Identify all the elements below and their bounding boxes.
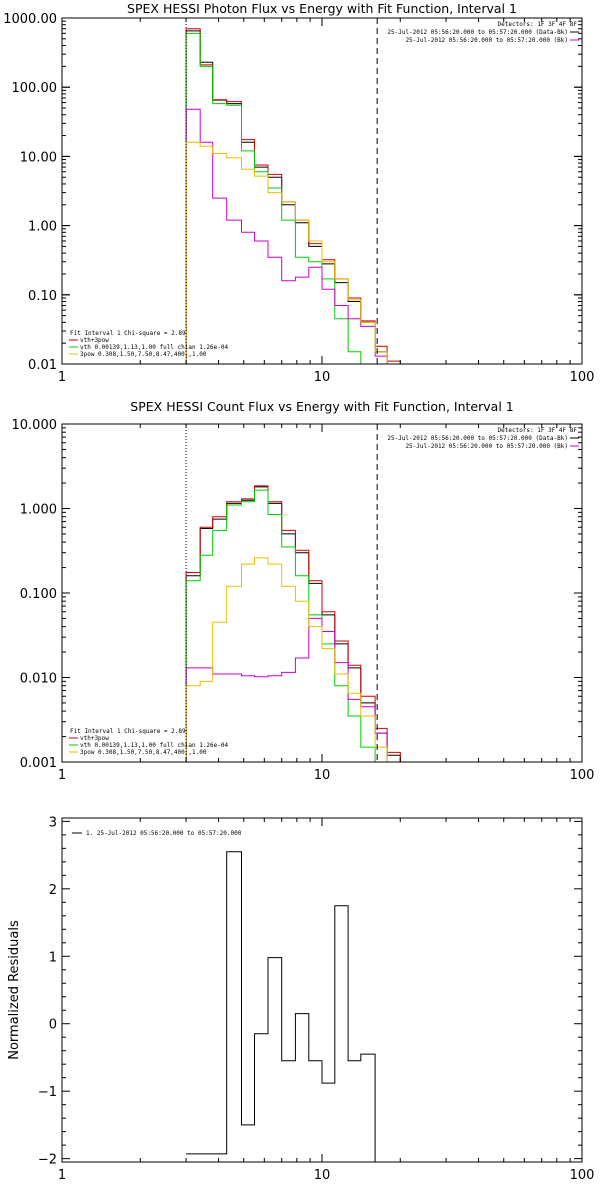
series-line-1 — [185, 486, 401, 762]
x-tick-label: 1 — [58, 370, 66, 385]
legend-entry: 25-Jul-2012 05:56:20.000 to 05:57:20.000… — [387, 29, 568, 36]
series-line-5 — [185, 557, 388, 762]
plot-frame — [61, 17, 583, 365]
legend-entry: Fit Interval 1 Chi-square = 2.89 — [70, 330, 186, 337]
series-line-4 — [185, 617, 401, 762]
chart-panel-2: SPEX HESSI Count Flux vs Energy with Fit… — [12, 399, 595, 783]
x-tick-label: 10 — [314, 768, 331, 783]
series-line-3 — [185, 489, 376, 762]
y-tick-label: 0.10 — [28, 289, 57, 304]
series-line-1 — [186, 851, 376, 1162]
plot-frame — [61, 817, 583, 1163]
y-tick-label: 3 — [49, 815, 57, 830]
y-tick-label: 10.000 — [12, 418, 58, 433]
x-tick-label: 100 — [570, 370, 595, 385]
legend-entry: vth 0.00139,1.13,1.00 full chian 1.26e-0… — [80, 742, 228, 749]
y-tick-label: −2 — [38, 1153, 57, 1168]
y-tick-label: −1 — [38, 1085, 57, 1100]
y-tick-label: 0 — [49, 1018, 57, 1033]
series-group — [185, 28, 401, 364]
y-tick-label: 1000.00 — [3, 12, 57, 27]
legend-entry: vth+3pow — [80, 337, 109, 344]
series-line-2 — [185, 485, 401, 762]
y-tick-label: 1.00 — [28, 220, 57, 235]
series-line-4 — [185, 108, 388, 364]
x-tick-label: 1 — [58, 1168, 66, 1183]
series-group — [186, 851, 376, 1162]
legend-entry: Fit Interval 1 Chi-square = 2.89 — [70, 728, 186, 735]
legend-entry: vth+3pow — [80, 735, 109, 742]
legend-entry: 25-Jul-2012 05:56:20.000 to 05:57:20.000… — [405, 37, 568, 44]
x-tick-label: 100 — [570, 1168, 595, 1183]
series-line-3 — [185, 32, 362, 364]
chart-panel-1: SPEX HESSI Photon Flux vs Energy with Fi… — [3, 1, 595, 385]
series-line-2 — [185, 28, 401, 364]
legend-entry: Detectors: 1F 3F 4F 8F — [498, 21, 578, 28]
x-tick-label: 100 — [570, 768, 595, 783]
legend-entry: Detectors: 1F 3F 4F 8F — [498, 427, 578, 434]
x-tick-label: 10 — [314, 1168, 331, 1183]
legend-entry: vth 0.00139,1.13,1.00 full chian 1.26e-0… — [80, 344, 228, 351]
y-tick-label: 0.01 — [28, 358, 57, 373]
chart-title: SPEX HESSI Count Flux vs Energy with Fit… — [130, 399, 513, 414]
y-tick-label: 0.001 — [20, 756, 57, 771]
legend-entry: 3pow 0.308,1.50,7.50,8.47,400.,1.00 — [80, 351, 207, 358]
y-tick-label: 1.000 — [20, 503, 57, 518]
legend-entry: 3pow 0.308,1.50,7.50,8.47,400.,1.00 — [80, 749, 207, 756]
y-tick-label: 100.00 — [12, 81, 58, 96]
chart-title: SPEX HESSI Photon Flux vs Energy with Fi… — [127, 1, 517, 16]
legend-entry: 25-Jul-2012 05:56:20.000 to 05:57:20.000… — [405, 443, 568, 450]
series-line-1 — [185, 30, 388, 364]
legend-entry: 1. 25-Jul-2012 05:56:20.000 to 05:57:20.… — [86, 830, 242, 837]
series-group — [185, 485, 401, 762]
x-tick-label: 10 — [314, 370, 331, 385]
x-tick-label: 1 — [58, 768, 66, 783]
y-tick-label: 2 — [49, 883, 57, 898]
y-tick-label: 0.010 — [20, 672, 57, 687]
y-tick-label: 10.00 — [20, 150, 57, 165]
legend-entry: 25-Jul-2012 05:56:20.000 to 05:57:20.000… — [387, 435, 568, 442]
series-line-5 — [185, 141, 388, 364]
y-tick-label: 1 — [49, 950, 57, 965]
y-tick-label: 0.100 — [20, 587, 57, 602]
y-axis-label: Normalized Residuals — [7, 920, 22, 1060]
